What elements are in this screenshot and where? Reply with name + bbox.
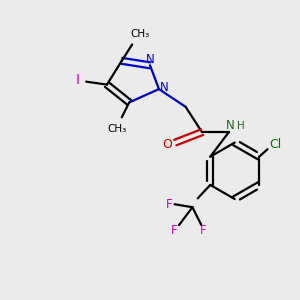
Text: I: I (75, 73, 79, 87)
Text: N: N (226, 119, 235, 132)
Text: F: F (200, 224, 206, 238)
Text: O: O (162, 138, 172, 151)
Text: F: F (171, 224, 178, 238)
Text: N: N (146, 53, 154, 66)
Text: N: N (160, 81, 169, 94)
Text: F: F (166, 198, 172, 211)
Text: Cl: Cl (269, 138, 281, 151)
Text: CH₃: CH₃ (130, 29, 149, 39)
Text: H: H (237, 121, 245, 130)
Text: CH₃: CH₃ (108, 124, 127, 134)
